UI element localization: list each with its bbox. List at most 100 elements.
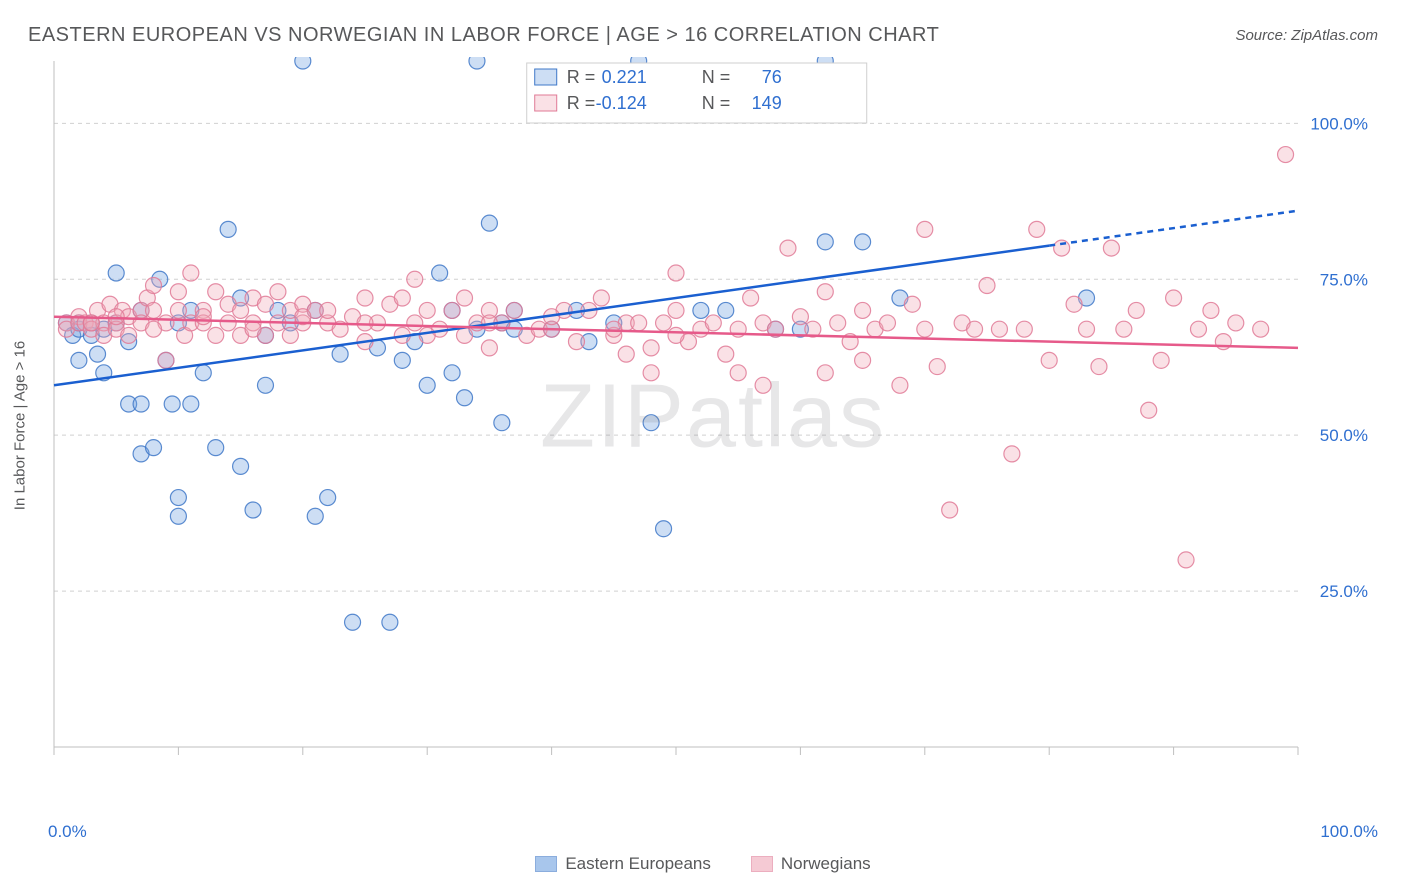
data-point bbox=[668, 327, 684, 343]
data-point bbox=[643, 415, 659, 431]
data-point bbox=[1190, 321, 1206, 337]
data-point bbox=[332, 346, 348, 362]
data-point bbox=[929, 359, 945, 375]
xaxis-max: 100.0% bbox=[1320, 822, 1378, 842]
data-point bbox=[208, 284, 224, 300]
data-point bbox=[257, 296, 273, 312]
data-point bbox=[879, 315, 895, 331]
data-point bbox=[183, 396, 199, 412]
data-point bbox=[71, 352, 87, 368]
data-point bbox=[233, 302, 249, 318]
data-point bbox=[432, 265, 448, 281]
data-point bbox=[407, 271, 423, 287]
data-point bbox=[817, 284, 833, 300]
data-point bbox=[295, 57, 311, 69]
legend-swatch bbox=[535, 856, 557, 872]
data-point bbox=[1091, 359, 1107, 375]
chart-title: EASTERN EUROPEAN VS NORWEGIAN IN LABOR F… bbox=[28, 24, 939, 47]
data-point bbox=[1166, 290, 1182, 306]
data-point bbox=[481, 215, 497, 231]
data-point bbox=[643, 340, 659, 356]
data-point bbox=[257, 377, 273, 393]
stat-r-value: -0.124 bbox=[596, 93, 647, 113]
data-point bbox=[631, 315, 647, 331]
data-point bbox=[1103, 240, 1119, 256]
data-point bbox=[357, 290, 373, 306]
data-point bbox=[643, 365, 659, 381]
ytick-label: 75.0% bbox=[1320, 270, 1368, 289]
data-point bbox=[1178, 552, 1194, 568]
data-point bbox=[183, 265, 199, 281]
data-point bbox=[506, 302, 522, 318]
data-point bbox=[307, 508, 323, 524]
data-point bbox=[133, 396, 149, 412]
data-point bbox=[606, 321, 622, 337]
data-point bbox=[991, 321, 1007, 337]
data-point bbox=[195, 309, 211, 325]
data-point bbox=[1128, 302, 1144, 318]
ytick-label: 25.0% bbox=[1320, 582, 1368, 601]
data-point bbox=[730, 365, 746, 381]
trend-line-dashed bbox=[1049, 211, 1298, 246]
data-point bbox=[1153, 352, 1169, 368]
data-point bbox=[146, 302, 162, 318]
data-point bbox=[593, 290, 609, 306]
stat-n-label: N = bbox=[702, 93, 731, 113]
data-point bbox=[419, 377, 435, 393]
data-point bbox=[245, 502, 261, 518]
data-point bbox=[1116, 321, 1132, 337]
legend-label: Norwegians bbox=[781, 854, 871, 874]
data-point bbox=[855, 234, 871, 250]
stat-n-label: N = bbox=[702, 67, 731, 87]
legend-item: Norwegians bbox=[751, 854, 871, 874]
data-point bbox=[942, 502, 958, 518]
data-point bbox=[755, 377, 771, 393]
data-point bbox=[668, 265, 684, 281]
data-point bbox=[170, 508, 186, 524]
data-point bbox=[457, 290, 473, 306]
chart-area: In Labor Force | Age > 16 25.0%50.0%75.0… bbox=[48, 57, 1378, 777]
data-point bbox=[320, 490, 336, 506]
data-point bbox=[904, 296, 920, 312]
data-point bbox=[1004, 446, 1020, 462]
ytick-label: 50.0% bbox=[1320, 426, 1368, 445]
data-point bbox=[656, 521, 672, 537]
yaxis-label: In Labor Force | Age > 16 bbox=[12, 341, 29, 510]
data-point bbox=[494, 415, 510, 431]
stat-n-value: 149 bbox=[752, 93, 782, 113]
data-point bbox=[394, 352, 410, 368]
data-point bbox=[170, 490, 186, 506]
data-point bbox=[170, 302, 186, 318]
data-point bbox=[320, 302, 336, 318]
data-point bbox=[656, 315, 672, 331]
data-point bbox=[1278, 147, 1294, 163]
stat-r-label: R = bbox=[567, 93, 596, 113]
data-point bbox=[979, 278, 995, 294]
data-point bbox=[444, 302, 460, 318]
data-point bbox=[1203, 302, 1219, 318]
data-point bbox=[208, 440, 224, 456]
legend-swatch bbox=[535, 69, 557, 85]
data-point bbox=[618, 346, 634, 362]
data-point bbox=[1079, 321, 1095, 337]
data-point bbox=[345, 614, 361, 630]
data-point bbox=[855, 302, 871, 318]
legend-footer: Eastern Europeans Norwegians bbox=[0, 854, 1406, 874]
data-point bbox=[108, 265, 124, 281]
data-point bbox=[693, 302, 709, 318]
data-point bbox=[419, 327, 435, 343]
data-point bbox=[270, 284, 286, 300]
data-point bbox=[718, 346, 734, 362]
data-point bbox=[1029, 221, 1045, 237]
data-point bbox=[164, 396, 180, 412]
legend-item: Eastern Europeans bbox=[535, 854, 711, 874]
data-point bbox=[1016, 321, 1032, 337]
data-point bbox=[855, 352, 871, 368]
data-point bbox=[90, 346, 106, 362]
data-point bbox=[892, 377, 908, 393]
data-point bbox=[195, 365, 211, 381]
data-point bbox=[407, 315, 423, 331]
data-point bbox=[146, 278, 162, 294]
data-point bbox=[357, 315, 373, 331]
data-point bbox=[146, 440, 162, 456]
